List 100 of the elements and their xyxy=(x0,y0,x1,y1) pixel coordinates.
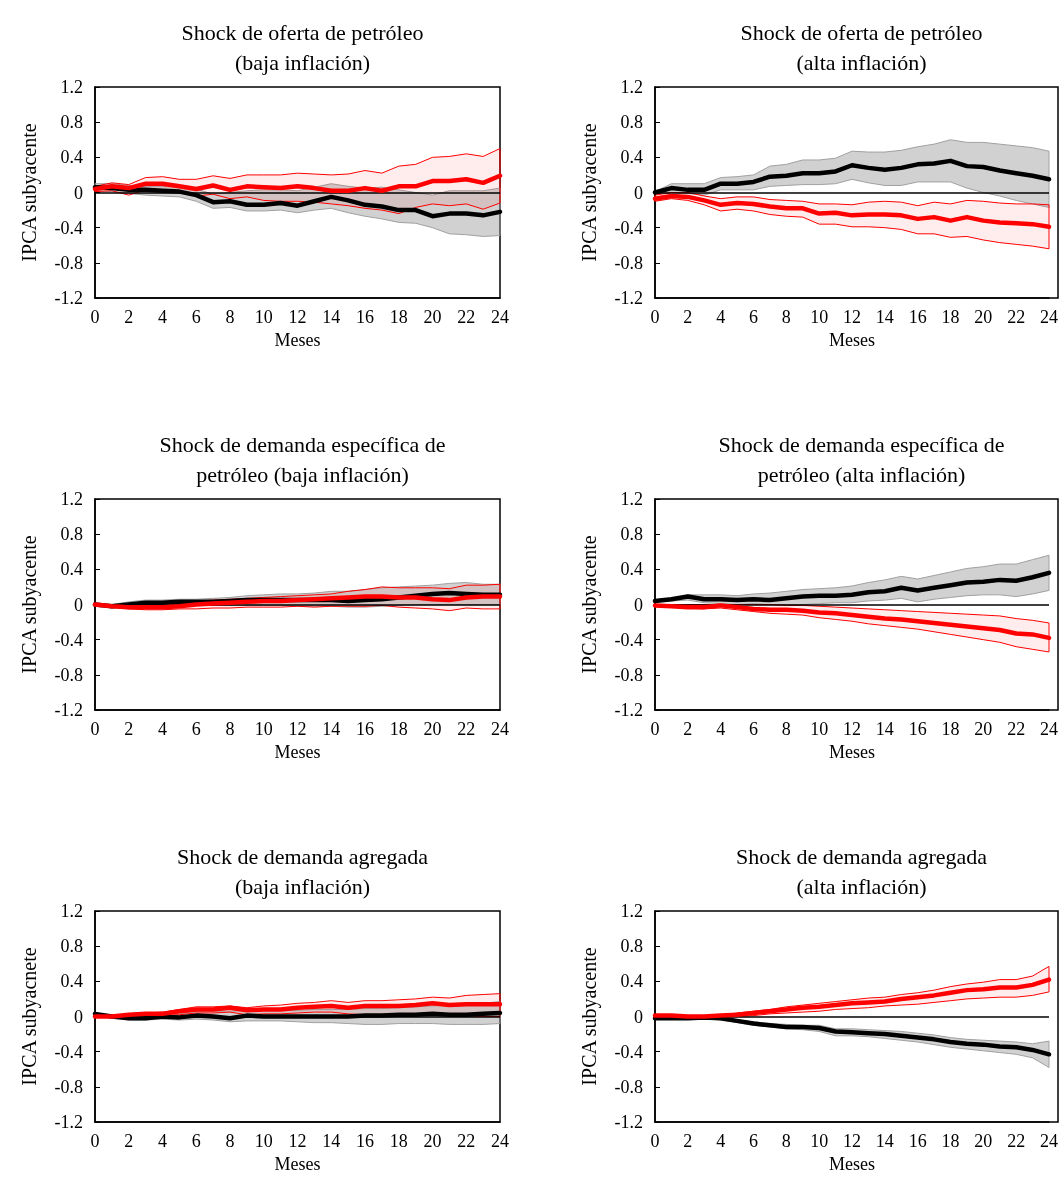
x-tick-label: 6 xyxy=(749,307,758,327)
x-tick-label: 24 xyxy=(1040,307,1058,327)
y-tick-label: 1.2 xyxy=(620,489,643,509)
x-tick-label: 18 xyxy=(941,1131,960,1151)
y-axis-title: IPCA subyacente xyxy=(18,535,41,674)
x-tick-label: 2 xyxy=(124,719,134,739)
y-tick-label: -1.2 xyxy=(54,288,83,308)
x-tick-label: 12 xyxy=(843,719,861,739)
y-tick-label: 0.8 xyxy=(620,936,643,957)
y-tick-label: -1.2 xyxy=(54,700,83,720)
y-tick-label: 0.4 xyxy=(620,147,643,168)
x-tick-label: 12 xyxy=(288,307,307,327)
x-tick-label: 18 xyxy=(389,1131,408,1151)
x-tick-label: 24 xyxy=(491,719,509,739)
x-axis-title: Meses xyxy=(829,329,875,350)
x-tick-label: 6 xyxy=(191,719,201,739)
x-tick-label: 4 xyxy=(158,1131,167,1151)
chart-title: Shock de demanda específica de petróleo (alta inflación) xyxy=(718,431,1005,487)
x-tick-label: 2 xyxy=(124,1131,134,1151)
x-tick-label: 8 xyxy=(781,1131,791,1151)
y-tick-label: -0.4 xyxy=(614,629,643,650)
y-tick-label: 0.8 xyxy=(620,112,643,133)
x-tick-label: 22 xyxy=(457,1131,476,1151)
x-tick-label: 20 xyxy=(423,1131,442,1151)
x-tick-label: 24 xyxy=(1040,719,1058,739)
y-tick-label: 0.4 xyxy=(620,559,643,580)
chart-title: Shock de demanda agregada (alta inflación) xyxy=(735,843,988,899)
y-tick-label: 1.2 xyxy=(620,77,643,97)
x-tick-label: 6 xyxy=(191,307,201,327)
x-tick-label: 16 xyxy=(908,307,927,327)
x-tick-label: 0 xyxy=(650,719,660,739)
x-tick-label: 22 xyxy=(1007,719,1026,739)
y-tick-label: 0.8 xyxy=(620,524,643,545)
x-tick-label: 12 xyxy=(843,307,861,327)
x-tick-label: 20 xyxy=(974,1131,993,1151)
y-tick-label: 1.2 xyxy=(60,901,83,921)
y-axis-title: IPCA subyacente xyxy=(18,123,41,262)
y-tick-label: 0.4 xyxy=(60,559,83,580)
x-tick-label: 2 xyxy=(683,719,693,739)
x-tick-label: 22 xyxy=(457,719,476,739)
chart-title: Shock de demanda agregada (baja inflación) xyxy=(176,843,429,899)
x-tick-label: 22 xyxy=(1007,307,1026,327)
y-tick-label: 0 xyxy=(634,1006,643,1027)
x-tick-label: 12 xyxy=(288,1131,307,1151)
y-tick-label: -1.2 xyxy=(54,1112,83,1132)
x-tick-label: 20 xyxy=(974,307,993,327)
y-tick-label: -0.8 xyxy=(614,664,643,685)
x-tick-label: 16 xyxy=(908,719,927,739)
y-axis-title: IPCA subyacente xyxy=(578,947,601,1086)
x-tick-label: 14 xyxy=(322,307,341,327)
y-tick-label: -0.8 xyxy=(54,252,83,273)
x-tick-label: 4 xyxy=(716,307,726,327)
x-tick-label: 16 xyxy=(908,1131,927,1151)
x-tick-label: 0 xyxy=(650,307,660,327)
y-tick-label: -0.8 xyxy=(54,664,83,685)
chart-title: Shock de oferta de petróleo (alta inflación) xyxy=(740,19,983,75)
x-tick-label: 16 xyxy=(356,307,374,327)
x-tick-label: 6 xyxy=(749,1131,758,1151)
y-tick-label: 0.8 xyxy=(60,524,83,545)
y-tick-label: 0.4 xyxy=(620,971,643,992)
x-tick-label: 8 xyxy=(225,719,235,739)
x-tick-label: 12 xyxy=(288,719,307,739)
x-tick-label: 24 xyxy=(491,1131,509,1151)
x-tick-label: 2 xyxy=(124,307,134,327)
y-axis-title: IPCA subyacente xyxy=(578,123,601,262)
x-tick-label: 8 xyxy=(225,1131,235,1151)
x-tick-label: 10 xyxy=(254,1131,273,1151)
y-tick-label: 0 xyxy=(634,182,643,203)
y-tick-label: 1.2 xyxy=(620,901,643,921)
chart-title: Shock de demanda específica de petróleo (baja inflación) xyxy=(159,431,446,487)
x-tick-label: 4 xyxy=(158,307,167,327)
y-tick-label: 0 xyxy=(74,1006,83,1027)
x-axis-title: Meses xyxy=(274,741,321,762)
y-tick-label: -1.2 xyxy=(614,1112,643,1132)
x-tick-label: 4 xyxy=(158,719,167,739)
x-tick-label: 18 xyxy=(941,307,960,327)
x-tick-label: 12 xyxy=(843,1131,861,1151)
x-tick-label: 6 xyxy=(191,1131,201,1151)
x-tick-label: 0 xyxy=(90,307,100,327)
y-tick-label: 0.4 xyxy=(60,971,83,992)
y-tick-label: 0.4 xyxy=(60,147,83,168)
x-tick-label: 16 xyxy=(356,1131,374,1151)
x-tick-label: 22 xyxy=(1007,1131,1026,1151)
x-tick-label: 10 xyxy=(254,307,273,327)
x-tick-label: 16 xyxy=(356,719,374,739)
y-tick-label: -0.8 xyxy=(614,1076,643,1097)
x-tick-label: 20 xyxy=(423,719,442,739)
x-tick-label: 24 xyxy=(491,307,509,327)
x-tick-label: 20 xyxy=(423,307,442,327)
x-tick-label: 0 xyxy=(90,719,100,739)
y-tick-label: 0.8 xyxy=(60,112,83,133)
y-tick-label: 1.2 xyxy=(60,77,83,97)
y-tick-label: 1.2 xyxy=(60,489,83,509)
y-tick-label: -0.8 xyxy=(614,252,643,273)
y-tick-label: -0.4 xyxy=(54,217,83,238)
y-tick-label: -0.4 xyxy=(54,629,83,650)
x-tick-label: 14 xyxy=(875,1131,894,1151)
y-tick-label: -0.8 xyxy=(54,1076,83,1097)
x-axis-title: Meses xyxy=(274,329,321,350)
x-axis-title: Meses xyxy=(274,1153,321,1174)
